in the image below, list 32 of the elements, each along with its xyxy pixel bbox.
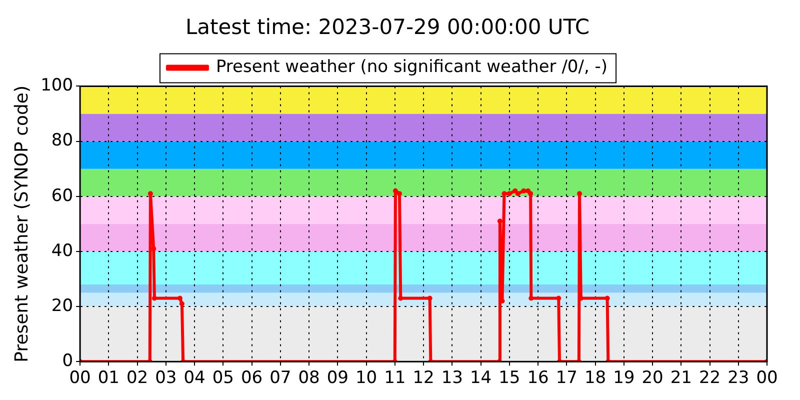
x-tick-label: 16 bbox=[527, 368, 549, 388]
y-tick-label: 20 bbox=[51, 296, 74, 316]
x-tick-label: 20 bbox=[642, 368, 664, 388]
y-axis-title: Present weather (SYNOP code) bbox=[11, 85, 32, 362]
x-tick-label: 04 bbox=[184, 368, 206, 388]
x-tick-label: 00 bbox=[756, 368, 778, 388]
x-tick-label: 06 bbox=[240, 368, 263, 388]
x-tick-label: 22 bbox=[698, 368, 721, 388]
x-tick-label: 03 bbox=[155, 368, 177, 388]
x-tick-label: 10 bbox=[355, 368, 378, 388]
x-tick-label: 19 bbox=[613, 368, 635, 388]
legend-label: Present weather (no significant weather /0/, -) bbox=[216, 57, 608, 78]
x-tick-label: 14 bbox=[470, 368, 492, 388]
x-tick-label: 09 bbox=[326, 368, 348, 388]
x-tick-label: 12 bbox=[412, 368, 434, 388]
x-tick-label: 11 bbox=[384, 368, 406, 388]
x-tick-label: 18 bbox=[584, 368, 606, 388]
x-tick-label: 05 bbox=[212, 368, 234, 388]
x-tick-label: 07 bbox=[270, 368, 292, 388]
x-tick-label: 13 bbox=[441, 368, 463, 388]
x-tick-label: 02 bbox=[126, 368, 148, 388]
x-tick-label: 08 bbox=[298, 368, 320, 388]
x-tick-label: 01 bbox=[98, 368, 120, 388]
x-tick-label: 15 bbox=[498, 368, 520, 388]
x-tick-label: 17 bbox=[556, 368, 578, 388]
y-tick-label: 60 bbox=[51, 186, 74, 206]
x-tick-label: 23 bbox=[728, 368, 750, 388]
y-tick-label: 80 bbox=[51, 130, 74, 151]
x-tick-label: 21 bbox=[670, 368, 692, 388]
y-tick-label: 100 bbox=[40, 76, 74, 96]
y-tick-label: 40 bbox=[51, 240, 74, 261]
chart-title: Latest time: 2023-07-29 00:00:00 UTC bbox=[185, 15, 590, 40]
